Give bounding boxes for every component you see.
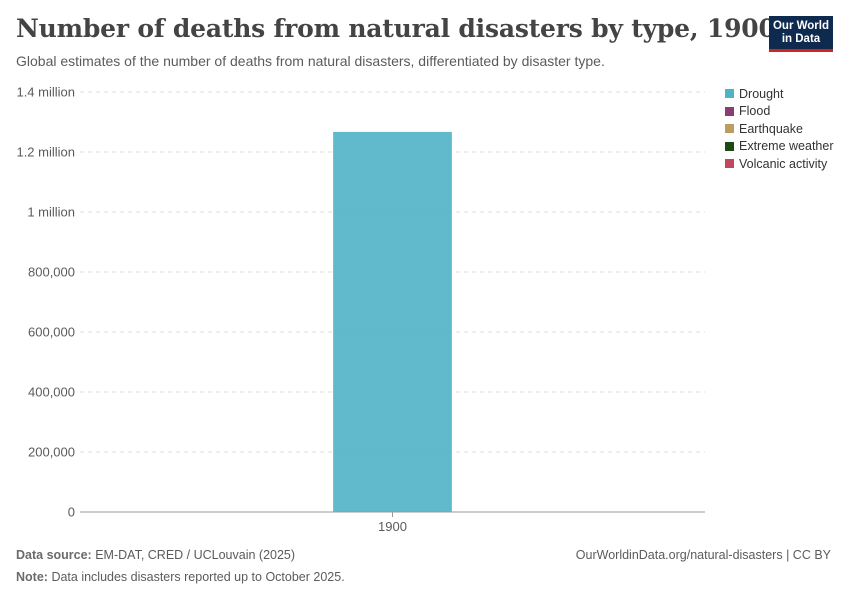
- legend-swatch-drought: [725, 89, 734, 99]
- note: Note: Data includes disasters reported u…: [16, 570, 345, 584]
- legend-item-earthquake[interactable]: Earthquake: [725, 120, 833, 138]
- source-url-link[interactable]: OurWorldinData.org/natural-disasters | C…: [575, 548, 831, 562]
- legend-item-volcanic-activity[interactable]: Volcanic activity: [725, 155, 833, 173]
- bars: [333, 131, 452, 512]
- y-tick-label: 0: [68, 505, 75, 520]
- legend-swatch-flood: [725, 106, 734, 116]
- x-axis-ticks: 1900: [378, 512, 407, 534]
- legend-label-earthquake: Earthquake: [739, 121, 803, 136]
- data-source-label: Data source:: [16, 548, 92, 562]
- y-tick-label: 800,000: [28, 265, 75, 280]
- y-axis-ticks: 0 200,000 400,000 600,000 800,000 1 million 1.…: [16, 85, 75, 520]
- bar-drought-1900[interactable]: [333, 131, 452, 512]
- legend-item-extreme-weather[interactable]: Extreme weather: [725, 138, 833, 156]
- note-label: Note:: [16, 570, 48, 584]
- legend-swatch-earthquake: [725, 124, 734, 134]
- owid-logo[interactable]: Our World in Data: [769, 16, 833, 52]
- x-tick-label: 1900: [378, 519, 407, 534]
- y-tick-label: 1 million: [27, 205, 75, 220]
- data-source: Data source: EM-DAT, CRED / UCLouvain (2…: [16, 548, 295, 562]
- legend-label-volcanic-activity: Volcanic activity: [739, 156, 828, 171]
- legend-item-flood[interactable]: Flood: [725, 103, 833, 121]
- chart-subtitle: Global estimates of the number of deaths…: [16, 53, 605, 69]
- y-tick-label: 600,000: [28, 325, 75, 340]
- data-source-link[interactable]: EM-DAT, CRED / UCLouvain (2025): [95, 548, 296, 562]
- legend-item-drought[interactable]: Drought: [725, 85, 833, 103]
- legend-label-drought: Drought: [739, 86, 784, 101]
- y-tick-label: 400,000: [28, 385, 75, 400]
- legend-swatch-volcanic-activity: [725, 159, 734, 169]
- legend: Drought Flood Earthquake Extreme weather…: [725, 85, 833, 173]
- y-tick-label: 1.4 million: [16, 85, 75, 100]
- logo-line-2: in Data: [781, 32, 821, 45]
- logo-line-1: Our World: [772, 20, 829, 32]
- legend-label-flood: Flood: [739, 104, 771, 119]
- legend-swatch-extreme-weather: [725, 141, 734, 151]
- legend-label-extreme-weather: Extreme weather: [739, 139, 834, 154]
- note-text: Data includes disasters reported up to O…: [51, 570, 345, 584]
- chart-title: Number of deaths from natural disasters …: [16, 14, 776, 43]
- y-tick-label: 1.2 million: [16, 145, 75, 160]
- y-tick-label: 200,000: [28, 445, 75, 460]
